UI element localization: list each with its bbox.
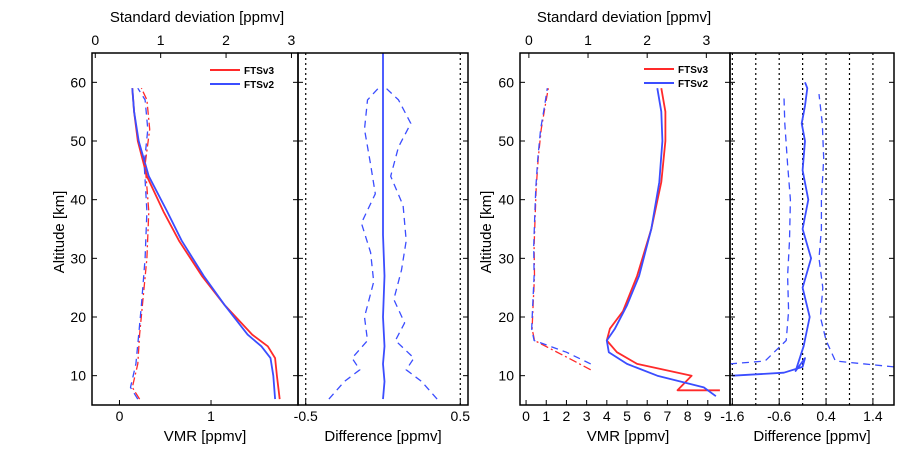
right-legend: FTSv3 FTSv2 — [644, 65, 708, 90]
x-tick-label: -0.5 — [294, 408, 318, 424]
x-tick-label: 4 — [603, 408, 611, 424]
series-line-0 — [605, 88, 720, 392]
top-tick-label: 2 — [222, 32, 230, 48]
left-profile-panel: Standard deviation [ppmv] VMR [ppmv] Alt… — [51, 9, 299, 445]
top-tick-label: 1 — [157, 32, 165, 48]
legend-label-ftsv2: FTSv2 — [678, 79, 708, 90]
x-tick-label: 1 — [207, 408, 215, 424]
y-tick-label: 20 — [70, 309, 86, 325]
x-tick-label: -1.6 — [720, 408, 744, 424]
x-tick-label: 9 — [704, 408, 712, 424]
top-tick-label: 0 — [91, 32, 99, 48]
series-line-0 — [382, 53, 386, 400]
top-tick-label: 0 — [525, 32, 533, 48]
axes-frame — [297, 52, 469, 406]
series-line-1 — [605, 88, 717, 397]
left-difference-panel: Difference [ppmv] -0.5 0.5 — [294, 52, 471, 445]
y-tick-label: 40 — [498, 192, 514, 208]
x-tick-label: 0.4 — [816, 408, 836, 424]
right-difference-x-axis-label: Difference [ppmv] — [753, 428, 870, 445]
x-tick-label: 3 — [583, 408, 591, 424]
left-y-axis-label: Altitude [km] — [51, 191, 68, 274]
y-tick-label: 50 — [498, 133, 514, 149]
top-tick-label: 3 — [702, 32, 710, 48]
x-tick-label: 5 — [623, 408, 631, 424]
top-tick-label: 2 — [643, 32, 651, 48]
y-tick-label: 30 — [70, 250, 86, 266]
series-line-1 — [385, 87, 438, 400]
y-tick-label: 50 — [70, 133, 86, 149]
right-x-axis-label: VMR [ppmv] — [587, 428, 670, 445]
y-tick-label: 60 — [498, 74, 514, 90]
right-y-axis-label: Altitude [km] — [478, 191, 495, 274]
left-difference-x-axis-label: Difference [ppmv] — [324, 428, 441, 445]
y-tick-label: 20 — [498, 309, 514, 325]
right-profile-panel: Standard deviation [ppmv] VMR [ppmv] Alt… — [478, 9, 731, 445]
x-tick-label: -0.6 — [767, 408, 791, 424]
x-tick-label: 2 — [563, 408, 571, 424]
x-tick-label: 0.5 — [451, 408, 471, 424]
y-tick-label: 10 — [70, 368, 86, 384]
y-tick-label: 60 — [70, 74, 86, 90]
legend-label-ftsv2: FTSv2 — [244, 80, 274, 91]
right-top-axis-label: Standard deviation [ppmv] — [537, 9, 711, 26]
series-line-3 — [129, 87, 149, 400]
left-x-axis-label: VMR [ppmv] — [164, 428, 247, 445]
left-top-axis-label: Standard deviation [ppmv] — [110, 9, 284, 26]
series-line-2 — [131, 87, 151, 400]
legend-label-ftsv3: FTSv3 — [678, 65, 708, 76]
axes-frame — [729, 52, 895, 406]
y-tick-label: 10 — [498, 368, 514, 384]
left-legend: FTSv3 FTSv2 — [210, 66, 274, 91]
series-line-0 — [732, 81, 812, 377]
series-line-2 — [531, 88, 592, 371]
series-line-2 — [328, 87, 379, 400]
x-tick-label: 0 — [522, 408, 530, 424]
x-tick-label: 8 — [684, 408, 692, 424]
x-tick-label: 6 — [643, 408, 651, 424]
series-line-1 — [131, 88, 276, 400]
right-difference-panel: Difference [ppmv] -1.6 -0.6 0.4 1.4 — [720, 52, 895, 445]
x-tick-label: 1.4 — [863, 408, 883, 424]
series-line-1 — [818, 94, 895, 368]
top-tick-label: 1 — [584, 32, 592, 48]
series-line-3 — [531, 88, 591, 365]
top-tick-label: 3 — [288, 32, 296, 48]
series-line-2 — [729, 94, 792, 365]
x-tick-label: 0 — [116, 408, 124, 424]
legend-label-ftsv3: FTSv3 — [244, 66, 274, 77]
x-tick-label: 7 — [664, 408, 672, 424]
y-tick-label: 30 — [498, 250, 514, 266]
x-tick-label: 1 — [542, 408, 550, 424]
y-tick-label: 40 — [70, 192, 86, 208]
